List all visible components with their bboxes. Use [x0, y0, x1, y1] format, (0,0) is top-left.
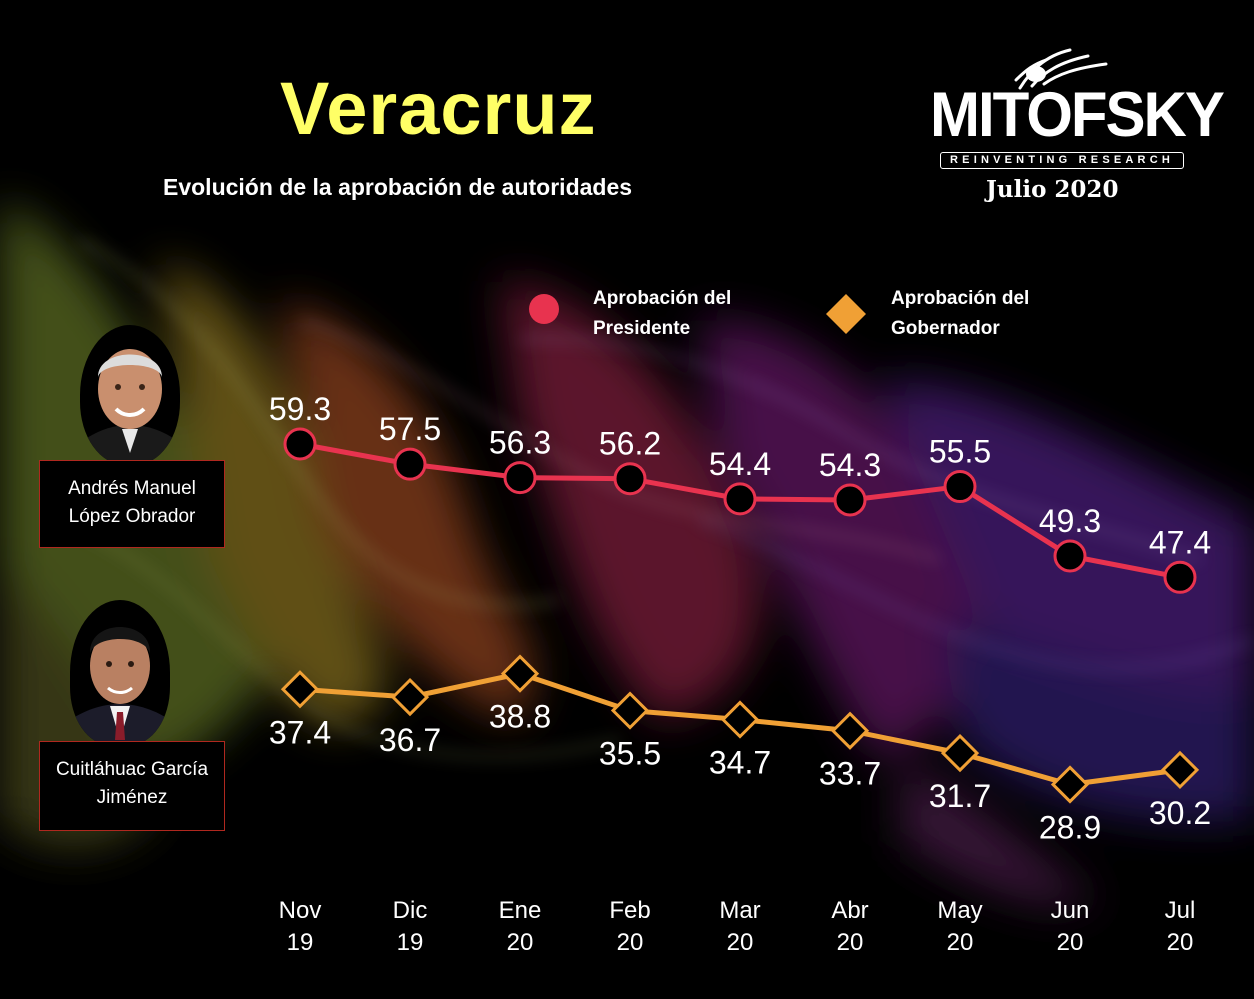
governor-value-label-1: 36.7 [379, 722, 441, 758]
governor-value-label-3: 35.5 [599, 736, 661, 772]
president-value-label-4: 54.4 [709, 446, 771, 482]
governor-name-line1: Cuitláhuac García [55, 759, 209, 780]
president-point-2 [503, 461, 537, 495]
governor-point-0 [280, 670, 320, 709]
governor-point-6 [940, 733, 980, 773]
president-value-label-3: 56.2 [599, 426, 661, 462]
x-tick-month-8: Jul [1165, 897, 1196, 924]
president-point-7 [1053, 539, 1087, 573]
president-point-4 [723, 482, 757, 516]
legend-president-line2: Presidente [593, 318, 691, 339]
page-title: Veracruz [280, 67, 597, 150]
x-tick-month-7: Jun [1051, 897, 1090, 924]
governor-point-7 [1050, 765, 1090, 804]
governor-name-line2: Jiménez [96, 787, 168, 808]
x-tick-year-3: 20 [617, 929, 644, 956]
x-tick-year-7: 20 [1057, 929, 1084, 956]
president-value-label-8: 47.4 [1149, 524, 1211, 560]
president-photo [80, 325, 180, 465]
president-point-8 [1163, 560, 1197, 594]
governor-value-label-0: 37.4 [269, 714, 331, 750]
x-tick-month-6: May [937, 897, 982, 924]
governor-value-label-5: 33.7 [819, 756, 881, 792]
legend-governor-marker [826, 294, 866, 334]
x-tick-year-8: 20 [1167, 929, 1194, 956]
chart-subtitle: Evolución de la aprobación de autoridade… [163, 174, 633, 200]
governor-value-label-8: 30.2 [1149, 795, 1211, 831]
president-point-0 [283, 427, 317, 461]
president-value-label-6: 55.5 [929, 434, 991, 470]
legend-president-line1: Aprobación del [593, 288, 732, 309]
x-tick-year-0: 19 [287, 929, 314, 956]
president-point-5 [833, 483, 867, 517]
president-value-label-7: 49.3 [1039, 503, 1101, 539]
governor-point-4 [720, 700, 760, 739]
governor-value-label-6: 31.7 [929, 778, 991, 814]
president-point-6 [943, 470, 977, 504]
governor-point-2 [500, 654, 540, 693]
x-tick-year-1: 19 [397, 929, 424, 956]
president-name-line1: Andrés Manuel [68, 478, 196, 499]
logo-bird-icon [1014, 48, 1108, 90]
president-value-label-2: 56.3 [489, 425, 551, 461]
legend-governor-label: Aprobación del Gobernador [891, 284, 1029, 344]
governor-value-label-7: 28.9 [1039, 809, 1101, 845]
governor-value-label-2: 38.8 [489, 699, 551, 735]
survey-date: Julio 2020 [986, 176, 1119, 203]
x-tick-year-4: 20 [727, 929, 754, 956]
governor-value-label-4: 34.7 [709, 745, 771, 781]
x-tick-month-2: Ene [499, 897, 542, 924]
x-tick-year-5: 20 [837, 929, 864, 956]
president-point-3 [613, 462, 647, 496]
president-point-1 [393, 447, 427, 481]
x-tick-month-1: Dic [393, 897, 428, 924]
x-tick-month-4: Mar [719, 897, 760, 924]
legend-governor-line1: Aprobación del [891, 288, 1030, 309]
president-value-label-1: 57.5 [379, 411, 441, 447]
x-tick-month-5: Abr [831, 897, 868, 924]
x-tick-year-6: 20 [947, 929, 974, 956]
governor-caption: Cuitláhuac García Jiménez [39, 741, 225, 831]
logo-tagline: REINVENTING RESEARCH [940, 152, 1184, 169]
governor-point-1 [390, 677, 430, 717]
president-value-label-0: 59.3 [269, 391, 331, 427]
legend-president-marker [529, 294, 559, 324]
governor-point-3 [610, 691, 650, 730]
x-tick-month-3: Feb [609, 897, 650, 924]
legend-president-label: Aprobación del Presidente [593, 284, 731, 344]
legend-governor-line2: Gobernador [891, 318, 1000, 339]
president-name-line2: López Obrador [68, 506, 196, 527]
x-tick-year-2: 20 [507, 929, 534, 956]
president-value-label-5: 54.3 [819, 447, 881, 483]
logo-wordmark: MITOFSKY [930, 79, 1225, 150]
governor-point-5 [830, 711, 870, 750]
president-caption: Andrés Manuel López Obrador [39, 460, 225, 548]
governor-photo [70, 600, 170, 745]
x-tick-month-0: Nov [279, 897, 322, 924]
governor-point-8 [1160, 750, 1200, 790]
